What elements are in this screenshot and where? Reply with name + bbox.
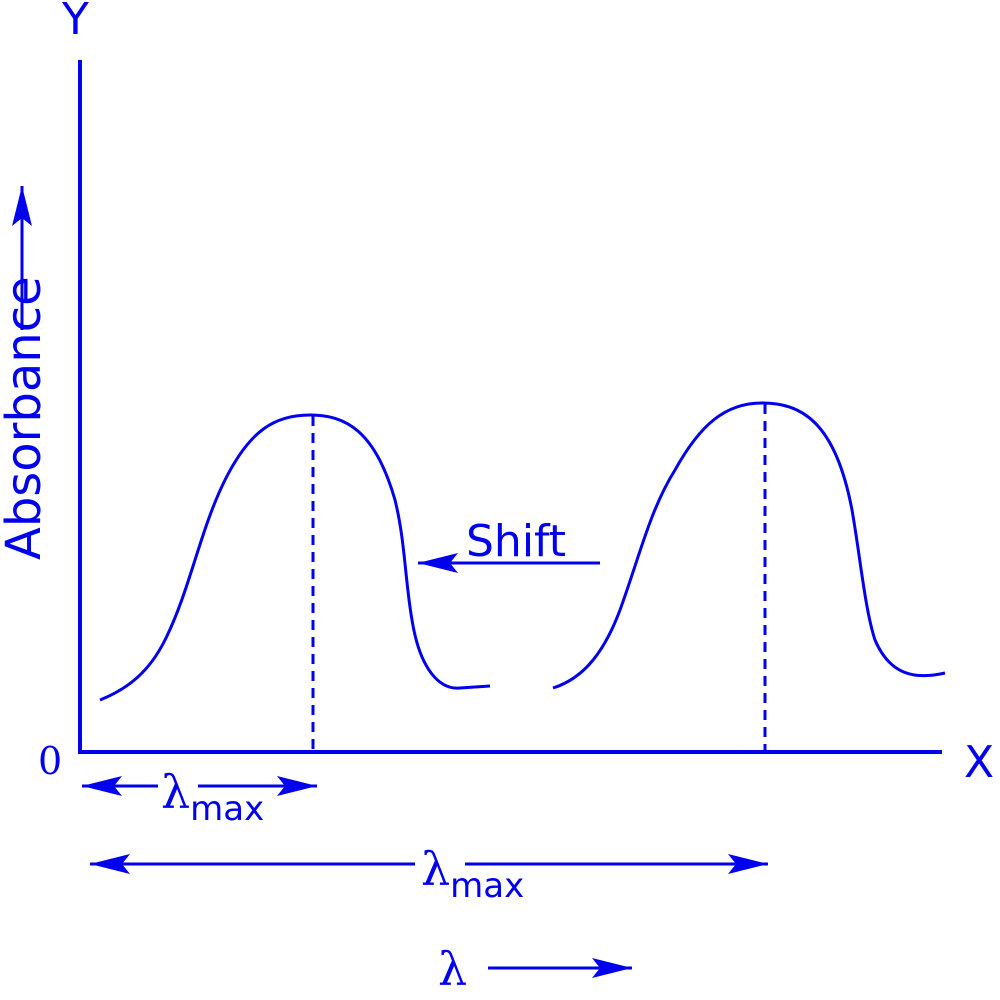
x-axis-label: X bbox=[964, 737, 994, 788]
lambda-max-long-label: λmax bbox=[421, 842, 524, 906]
absorption-peak-shifted bbox=[99, 413, 491, 702]
origin-label: 0 bbox=[38, 739, 62, 783]
absorbance-label: Absorbance bbox=[0, 276, 52, 560]
wavelength-label: λ bbox=[438, 942, 467, 996]
shift-label: Shift bbox=[466, 516, 566, 567]
y-axis-label: Y bbox=[61, 0, 89, 45]
absorption-peak-original bbox=[552, 401, 946, 690]
lambda-max-short-label: λmax bbox=[161, 765, 264, 829]
